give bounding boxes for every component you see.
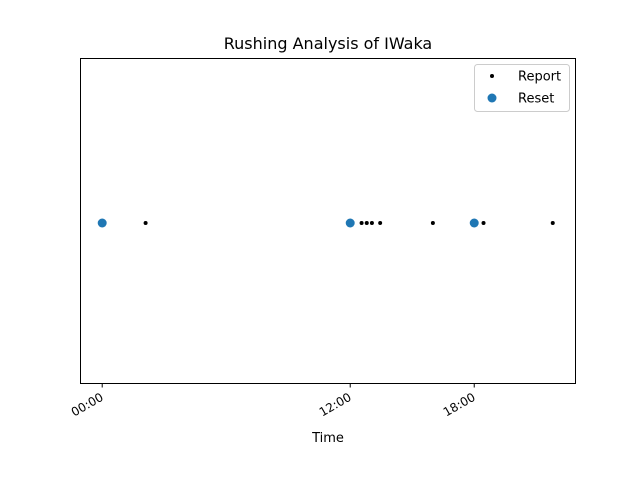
report-point — [430, 221, 435, 225]
report-point — [364, 221, 369, 225]
report-point — [378, 221, 383, 225]
legend-box — [474, 64, 570, 112]
report-point — [481, 221, 486, 225]
report-point — [143, 221, 148, 225]
legend-marker-reset — [487, 93, 497, 103]
legend-marker-report — [490, 74, 494, 78]
reset-point — [345, 218, 355, 228]
legend-label-reset: Reset — [518, 92, 554, 107]
reset-point — [469, 218, 479, 228]
data-points — [97, 218, 555, 228]
report-point — [550, 221, 555, 225]
legend: Report Reset — [474, 64, 570, 112]
x-axis-label: Time — [311, 431, 344, 446]
plot-frame — [80, 58, 576, 384]
report-point — [359, 221, 364, 225]
reset-point — [97, 218, 107, 228]
report-point — [369, 221, 374, 225]
chart-title: Rushing Analysis of IWaka — [224, 34, 432, 53]
legend-label-report: Report — [518, 70, 561, 85]
